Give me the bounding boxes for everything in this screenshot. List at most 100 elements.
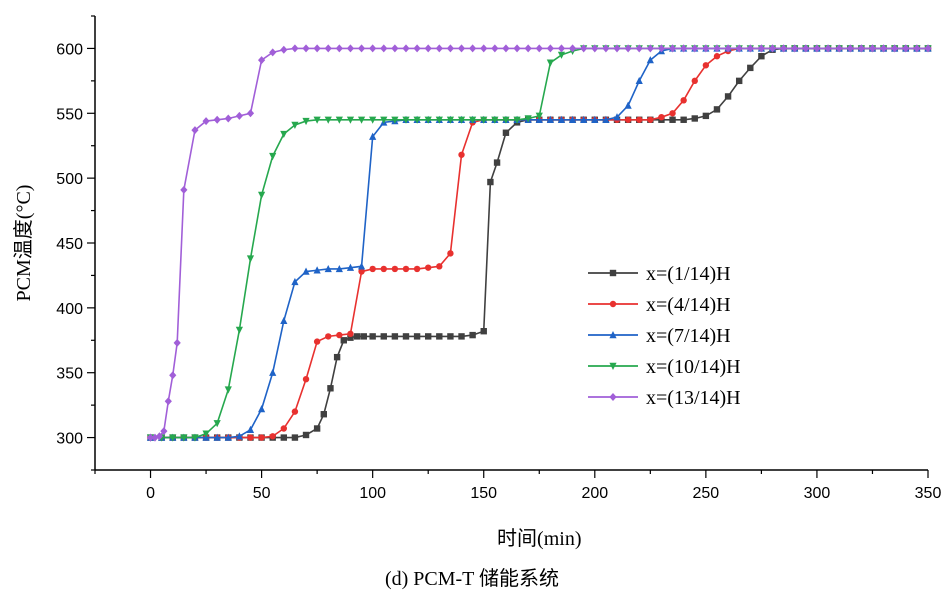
data-point	[246, 109, 255, 118]
data-point	[269, 152, 277, 161]
data-point	[591, 44, 599, 53]
data-point	[358, 268, 365, 275]
data-point	[369, 116, 377, 124]
data-point	[546, 59, 554, 67]
data-point	[380, 265, 387, 273]
data-point	[902, 44, 910, 53]
data-point	[258, 191, 266, 200]
legend-entry: x=(1/14)H	[588, 263, 731, 285]
data-point	[691, 44, 699, 53]
data-point	[291, 277, 299, 286]
data-point	[435, 116, 443, 124]
data-point	[447, 250, 454, 257]
data-point	[335, 264, 343, 273]
data-point	[280, 45, 288, 54]
data-point	[353, 333, 361, 340]
series-layer	[146, 44, 932, 442]
y-tick-label: 350	[56, 366, 83, 383]
series-3	[146, 44, 932, 441]
data-point	[291, 408, 299, 415]
data-point	[213, 420, 221, 428]
data-point	[924, 44, 932, 53]
data-point	[457, 44, 466, 53]
data-point	[535, 44, 543, 53]
series-line	[150, 47, 928, 439]
data-point	[735, 77, 743, 85]
x-tick-label: 0	[146, 485, 155, 502]
data-point	[224, 114, 232, 123]
data-point	[380, 333, 387, 340]
data-point	[324, 116, 332, 124]
data-point	[324, 264, 332, 273]
data-point	[324, 44, 332, 53]
data-point	[346, 263, 355, 271]
data-point	[702, 112, 710, 120]
axes: 0 50 100 150 200 250 300 350 300 350 400 450 500 550 6…	[56, 15, 941, 502]
data-point	[635, 76, 643, 85]
data-point	[557, 51, 566, 59]
data-point	[735, 44, 743, 53]
series-line	[150, 47, 928, 439]
data-point	[313, 425, 321, 432]
series-5	[146, 44, 932, 442]
data-point	[302, 431, 310, 439]
legend-entry: x=(10/14)H	[588, 356, 741, 378]
data-point	[424, 116, 432, 124]
data-point	[813, 44, 821, 53]
series-line	[150, 47, 928, 439]
data-point	[357, 44, 366, 53]
data-point	[391, 265, 399, 273]
data-point	[868, 44, 877, 53]
data-point	[691, 115, 698, 122]
data-point	[269, 48, 277, 57]
data-point	[513, 44, 521, 53]
legend-swatch-marker	[609, 269, 617, 277]
data-point	[173, 338, 181, 347]
data-point	[247, 434, 254, 441]
data-point	[487, 178, 494, 186]
data-point	[647, 116, 654, 123]
data-point	[502, 116, 510, 124]
data-point	[657, 44, 666, 53]
data-point	[269, 368, 277, 376]
data-point	[458, 151, 465, 158]
data-point	[457, 116, 466, 124]
data-point	[180, 185, 188, 194]
data-point	[680, 97, 687, 104]
data-point	[546, 44, 554, 53]
data-point	[724, 93, 732, 100]
data-point	[669, 110, 676, 117]
x-tick-label: 50	[253, 485, 271, 502]
y-tick-label: 400	[56, 301, 83, 318]
data-point	[313, 338, 321, 345]
data-point	[164, 397, 172, 406]
data-point	[313, 116, 321, 124]
data-point	[702, 62, 710, 69]
data-point	[646, 56, 654, 64]
legend-label: x=(13/14)H	[646, 387, 741, 409]
data-point	[346, 116, 355, 124]
data-point	[846, 44, 854, 53]
data-point	[335, 116, 343, 124]
data-point	[436, 263, 443, 270]
data-point	[713, 106, 721, 113]
data-point	[202, 117, 210, 126]
data-point	[613, 44, 621, 53]
data-point	[413, 44, 421, 53]
data-point	[391, 333, 399, 340]
data-point	[391, 44, 399, 53]
data-point	[713, 44, 721, 53]
data-point	[357, 116, 366, 124]
data-point	[413, 265, 421, 273]
data-point	[402, 265, 410, 273]
series-1	[147, 45, 932, 441]
data-point	[280, 316, 288, 325]
data-point	[602, 115, 610, 123]
data-point	[493, 159, 501, 166]
data-point	[624, 44, 632, 53]
legend-entry: x=(7/14)H	[588, 325, 731, 347]
data-point	[335, 44, 343, 53]
y-tick-label: 300	[56, 431, 83, 448]
data-point	[591, 115, 599, 123]
